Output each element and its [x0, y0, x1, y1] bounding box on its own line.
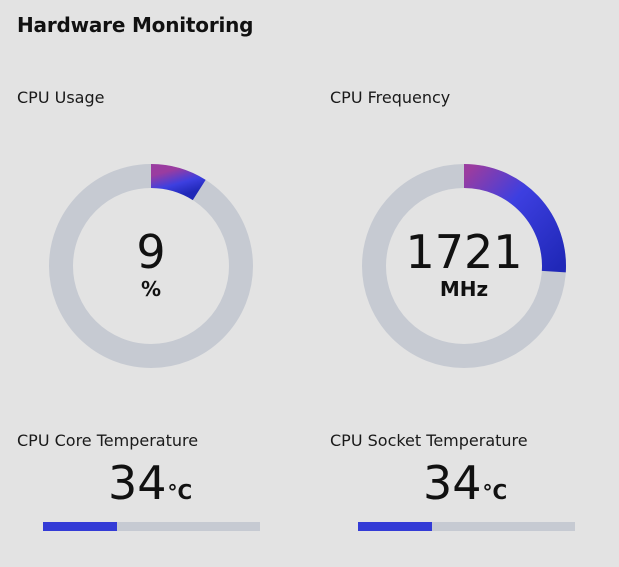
socket-temp-bar-fill — [358, 522, 432, 531]
cpu-usage-gauge-ring — [49, 164, 253, 368]
socket-temp-label: CPU Socket Temperature — [330, 431, 528, 450]
cpu-usage-gauge: 9 % — [46, 161, 256, 371]
core-temp-bar-fill — [43, 522, 117, 531]
cpu-usage-unit: % — [140, 277, 162, 301]
core-temp-readout: 34°C — [108, 460, 192, 506]
socket-temp-bar — [358, 522, 575, 531]
cpu-usage-value: 9 — [136, 225, 166, 279]
cpu-usage-arc — [150, 164, 206, 201]
core-temp-value: 34 — [108, 456, 167, 510]
cpu-usage-label: CPU Usage — [17, 88, 105, 107]
cpu-frequency-arc — [463, 164, 566, 273]
socket-temp-unit: °C — [482, 480, 508, 504]
cpu-frequency-value: 1721 — [405, 225, 523, 279]
cpu-frequency-unit: MHz — [439, 277, 489, 301]
cpu-frequency-gauge-ring — [362, 164, 566, 368]
core-temp-label: CPU Core Temperature — [17, 431, 199, 450]
page-title: Hardware Monitoring — [17, 13, 254, 37]
core-temp-unit: °C — [167, 480, 193, 504]
cpu-frequency-label: CPU Frequency — [330, 88, 451, 107]
socket-temp-readout: 34°C — [423, 460, 507, 506]
cpu-frequency-gauge: 1721 MHz — [359, 161, 569, 371]
socket-temp-value: 34 — [423, 456, 482, 510]
core-temp-bar — [43, 522, 260, 531]
